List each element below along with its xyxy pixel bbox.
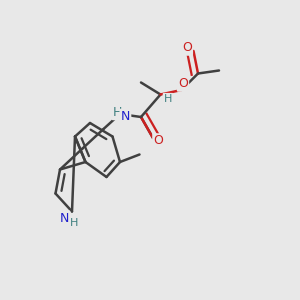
Text: O: O — [178, 77, 188, 91]
Text: H: H — [70, 218, 79, 228]
Text: O: O — [154, 134, 163, 148]
Text: H: H — [164, 94, 172, 104]
Text: O: O — [182, 41, 192, 55]
Text: H: H — [113, 106, 122, 119]
Text: N: N — [60, 212, 69, 225]
Text: N: N — [121, 110, 130, 123]
